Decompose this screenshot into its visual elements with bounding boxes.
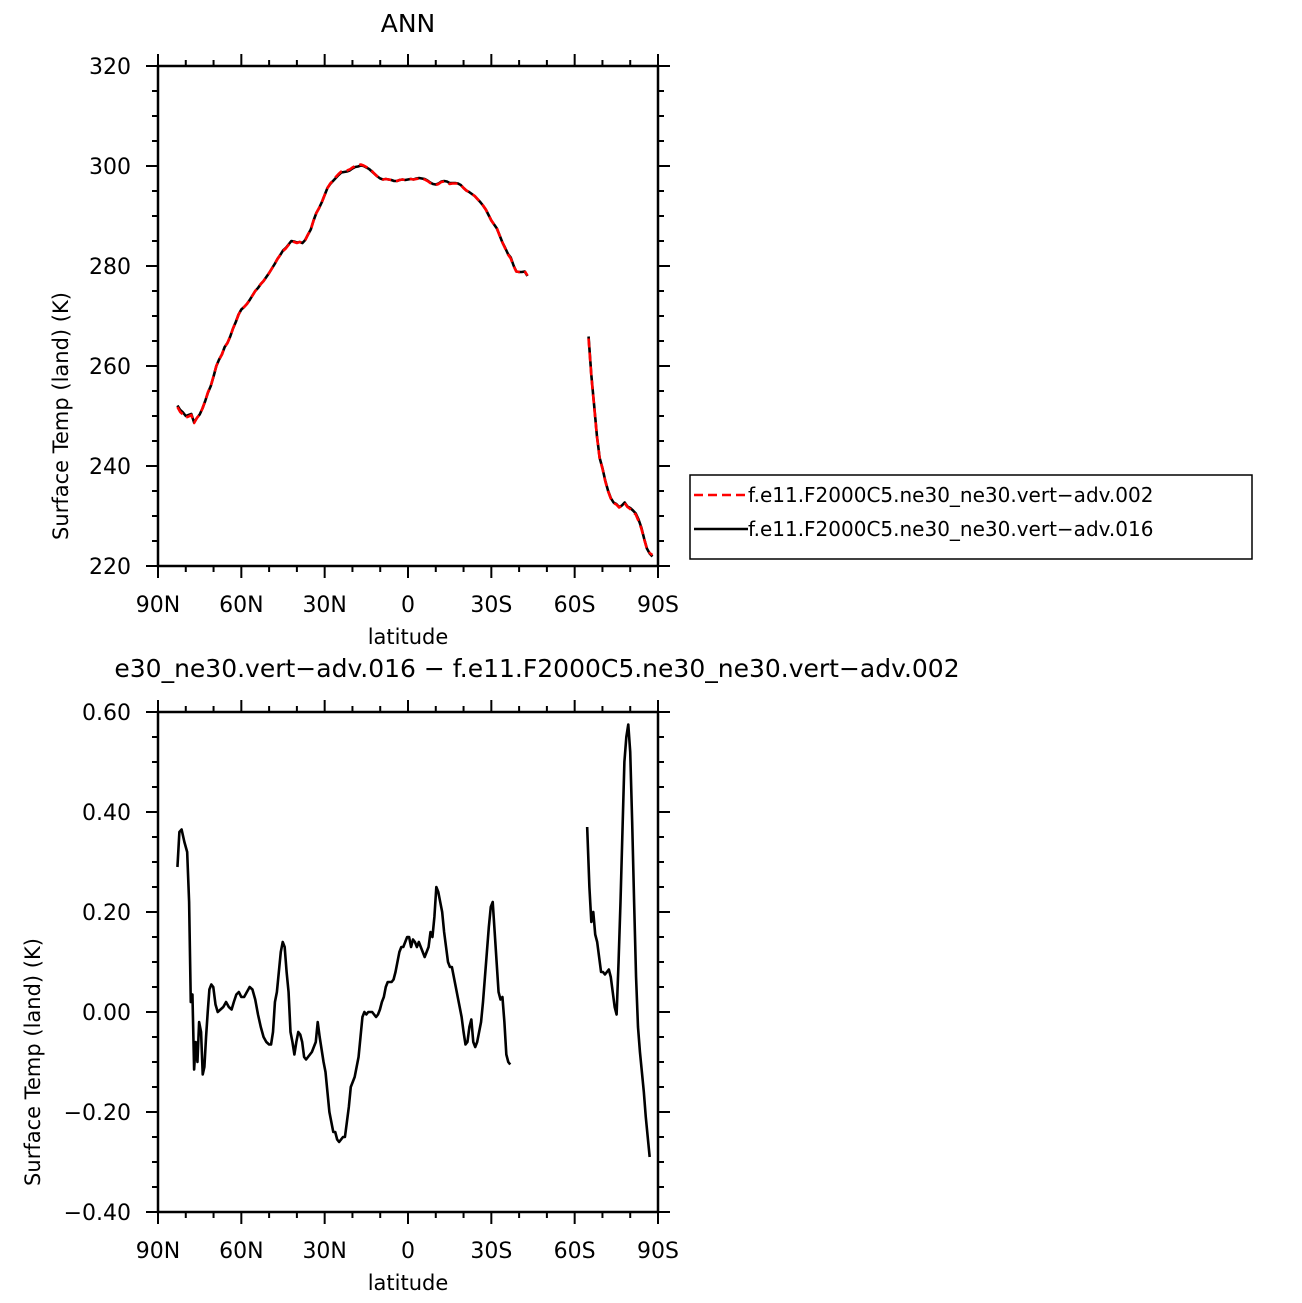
x-tick-label: 0 xyxy=(401,593,415,618)
chart-title: e30_ne30.vert−adv.016 − f.e11.F2000C5.ne… xyxy=(114,654,959,683)
x-tick-label: 90N xyxy=(136,1239,180,1264)
plot-frame xyxy=(156,710,660,1214)
y-tick-label: −0.20 xyxy=(64,1101,131,1126)
series-solid-line-0 xyxy=(176,828,512,1144)
y-tick-label: 0.60 xyxy=(82,701,131,726)
bottom-panel-difference: e30_ne30.vert−adv.016 − f.e11.F2000C5.ne… xyxy=(21,654,960,1295)
x-tick-label: 60S xyxy=(554,593,596,618)
x-tick-label: 30S xyxy=(470,593,512,618)
series-dashed-line-0 xyxy=(176,163,529,425)
series-dashed-line-1 xyxy=(587,338,654,557)
y-tick-label: 260 xyxy=(89,355,131,380)
x-tick-label: 90S xyxy=(637,593,679,618)
x-tick-label: 30N xyxy=(302,1239,346,1264)
x-tick-label: 60N xyxy=(219,1239,263,1264)
chart-title: ANN xyxy=(381,9,436,38)
x-tick-label: 60S xyxy=(554,1239,596,1264)
series-solid-line-1 xyxy=(587,336,654,558)
x-tick-label: 60N xyxy=(219,593,263,618)
y-tick-label: 0.20 xyxy=(82,901,131,926)
y-tick-label: −0.40 xyxy=(64,1201,131,1226)
y-tick-label: 0.00 xyxy=(82,1001,131,1026)
y-tick-label: 240 xyxy=(89,455,131,480)
plot-frame xyxy=(156,64,660,568)
x-axis-label: latitude xyxy=(368,1271,449,1295)
legend-label: f.e11.F2000C5.ne30_ne30.vert−adv.016 xyxy=(748,517,1153,541)
y-tick-label: 220 xyxy=(89,555,131,580)
x-tick-label: 30N xyxy=(302,593,346,618)
y-tick-label: 280 xyxy=(89,255,131,280)
y-tick-label: 320 xyxy=(89,55,131,80)
series-solid-line-1 xyxy=(585,723,651,1158)
y-tick-label: 300 xyxy=(89,155,131,180)
legend-box xyxy=(689,474,1253,560)
x-tick-label: 90N xyxy=(136,593,180,618)
y-axis-label: Surface Temp (land) (K) xyxy=(21,938,45,1186)
x-tick-label: 0 xyxy=(401,1239,415,1264)
legend-label: f.e11.F2000C5.ne30_ne30.vert−adv.002 xyxy=(748,483,1153,507)
y-tick-label: 0.40 xyxy=(82,801,131,826)
x-tick-label: 90S xyxy=(637,1239,679,1264)
series-solid-line-0 xyxy=(176,164,529,424)
y-axis-label: Surface Temp (land) (K) xyxy=(49,292,73,540)
x-axis-label: latitude xyxy=(368,625,449,649)
x-tick-label: 30S xyxy=(470,1239,512,1264)
